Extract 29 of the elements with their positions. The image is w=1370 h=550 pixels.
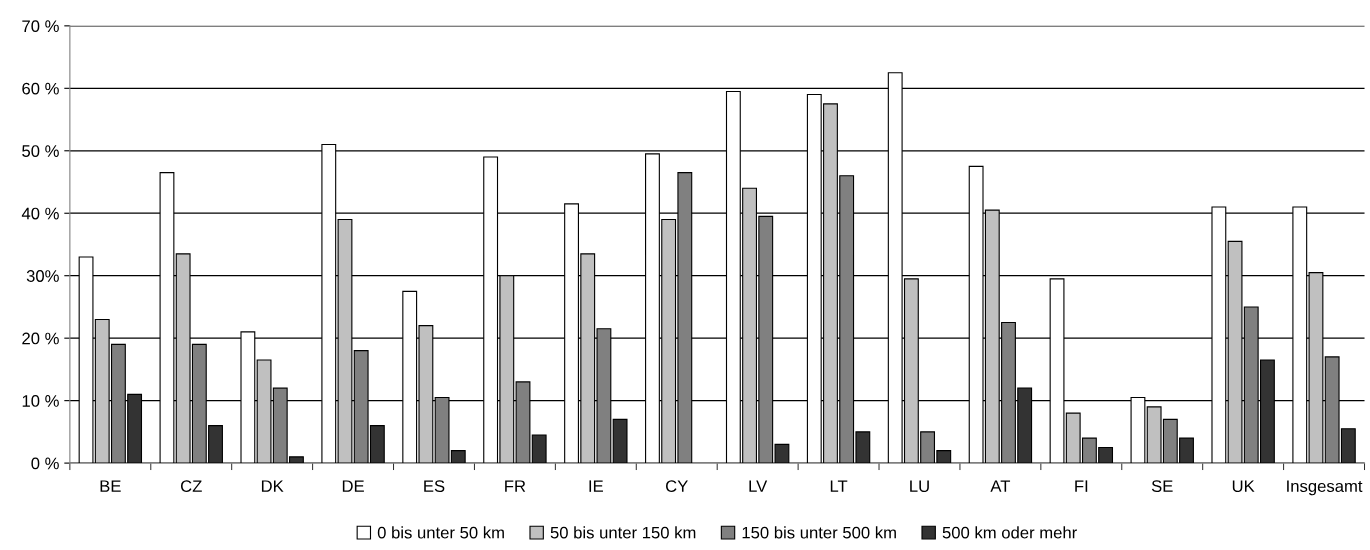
x-tick-label: CY <box>666 480 688 493</box>
y-tick-label: 40 % <box>21 207 59 220</box>
x-tick-label: DE <box>342 480 364 492</box>
x-tick-label: DK <box>261 480 284 492</box>
x-tick-label: LU <box>910 480 929 493</box>
y-tick-label: 70 % <box>22 20 59 33</box>
x-tick-label: BE <box>100 480 121 492</box>
x-tick-label: UK <box>1232 480 1255 493</box>
x-tick-label: LV <box>749 480 768 492</box>
y-tick-label: 50 % <box>22 145 59 157</box>
y-tick-label: 10 % <box>22 395 59 407</box>
x-tick-label: Insgesamt <box>1287 480 1363 496</box>
x-tick-label: FR <box>505 480 526 492</box>
x-tick-label: CZ <box>180 480 202 493</box>
x-tick-label: FI <box>1075 480 1088 492</box>
x-tick-label: ES <box>424 480 445 493</box>
x-tick-label: SE <box>1151 480 1173 493</box>
y-tick-label: 30% <box>26 270 59 282</box>
legend-label: 50 bis unter 150 km <box>550 526 696 539</box>
x-tick-label: IE <box>589 480 603 492</box>
x-tick-label: LT <box>830 480 848 492</box>
bar <box>612 418 628 464</box>
legend-label: 150 bis unter 500 km <box>742 526 896 539</box>
y-tick-label: 0 % <box>31 457 59 470</box>
y-tick-label: 20 % <box>22 332 59 345</box>
x-tick-label: AT <box>990 480 1011 492</box>
legend-label: 0 bis unter 50 km <box>377 526 504 539</box>
y-tick-label: 60 % <box>22 82 59 95</box>
legend-label: 500 km oder mehr <box>942 526 1077 539</box>
